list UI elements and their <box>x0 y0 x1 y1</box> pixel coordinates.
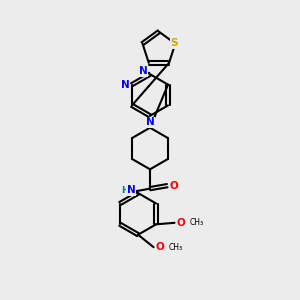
Text: O: O <box>155 242 164 252</box>
Text: S: S <box>170 38 178 48</box>
Text: N: N <box>146 117 154 128</box>
Text: N: N <box>127 185 136 195</box>
Text: N: N <box>139 66 148 76</box>
Text: N: N <box>121 80 130 90</box>
Text: O: O <box>169 181 178 191</box>
Text: CH₃: CH₃ <box>190 218 204 227</box>
Text: H: H <box>122 186 129 195</box>
Text: CH₃: CH₃ <box>169 243 183 252</box>
Text: O: O <box>176 218 185 228</box>
